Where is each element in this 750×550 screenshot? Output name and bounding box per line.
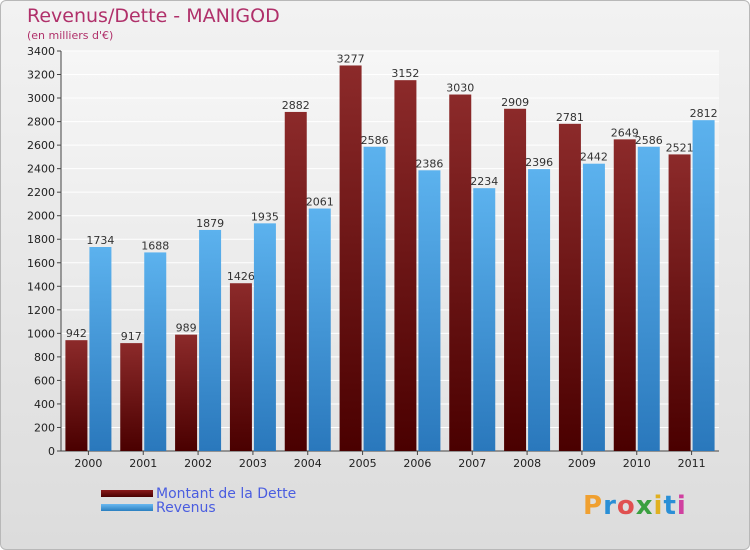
- x-tick-label-2008: 2008: [513, 457, 541, 470]
- proxiti-logo: Proxiti: [583, 491, 687, 521]
- data-label-debt-2000: 942: [66, 327, 87, 340]
- x-tick-label-2007: 2007: [458, 457, 486, 470]
- data-label-debt-2011: 2521: [666, 141, 694, 154]
- data-label-debt-2009: 2781: [556, 111, 584, 124]
- y-tick-label: 1800: [27, 233, 55, 246]
- bar-debt-2004: [284, 111, 307, 452]
- y-tick-label: 200: [34, 421, 55, 434]
- bar-revenue-2001: [144, 252, 167, 451]
- chart-subtitle: (en milliers d'€): [27, 29, 114, 42]
- x-tick-label-2000: 2000: [74, 457, 102, 470]
- logo-letter: P: [583, 491, 604, 521]
- data-label-revenue-2011: 2812: [690, 107, 718, 120]
- logo-letter: r: [603, 491, 617, 521]
- bar-debt-2010: [613, 139, 636, 451]
- y-tick-label: 800: [34, 351, 55, 364]
- y-tick-label: 3200: [27, 69, 55, 82]
- bar-revenue-2006: [418, 170, 441, 451]
- x-tick-label-2002: 2002: [184, 457, 212, 470]
- data-label-debt-2001: 917: [121, 330, 142, 343]
- x-tick-label-2009: 2009: [568, 457, 596, 470]
- bar-debt-2002: [175, 334, 198, 451]
- x-tick-label-2011: 2011: [678, 457, 706, 470]
- bar-revenue-2003: [253, 223, 276, 451]
- data-label-revenue-2010: 2586: [635, 134, 663, 147]
- data-label-revenue-2006: 2386: [415, 157, 443, 170]
- y-tick-label: 600: [34, 374, 55, 387]
- bar-revenue-2011: [692, 120, 715, 452]
- data-label-revenue-2007: 2234: [470, 175, 498, 188]
- y-tick-label: 2400: [27, 163, 55, 176]
- bar-revenue-2009: [582, 163, 605, 452]
- data-label-debt-2008: 2909: [501, 96, 529, 109]
- legend-swatch-revenue: [101, 504, 153, 511]
- bar-debt-2001: [120, 343, 143, 451]
- data-label-debt-2005: 3277: [337, 52, 365, 65]
- y-tick-label: 3000: [27, 92, 55, 105]
- x-tick-label-2003: 2003: [239, 457, 267, 470]
- bar-revenue-2000: [89, 247, 112, 451]
- chart-title: Revenus/Dette - MANIGOD: [27, 5, 280, 27]
- logo-letter: x: [635, 491, 654, 521]
- bar-debt-2003: [229, 283, 252, 451]
- data-label-revenue-2004: 2061: [306, 196, 334, 209]
- data-label-debt-2004: 2882: [282, 99, 310, 112]
- data-label-revenue-2003: 1935: [251, 210, 279, 223]
- y-tick-label: 2000: [27, 210, 55, 223]
- bar-revenue-2007: [473, 188, 496, 452]
- logo-letter: t: [663, 491, 677, 521]
- x-tick-label-2004: 2004: [294, 457, 322, 470]
- data-label-revenue-2005: 2586: [361, 134, 389, 147]
- legend-label-revenue: Revenus: [156, 500, 216, 516]
- bar-debt-2008: [504, 108, 527, 451]
- bar-revenue-2002: [199, 229, 222, 451]
- y-tick-label: 1000: [27, 327, 55, 340]
- x-tick-label-2006: 2006: [403, 457, 431, 470]
- x-tick-label-2005: 2005: [349, 457, 377, 470]
- x-tick-label-2001: 2001: [129, 457, 157, 470]
- y-tick-label: 1200: [27, 304, 55, 317]
- bar-debt-2007: [449, 94, 472, 451]
- legend-swatch-debt: [101, 490, 153, 497]
- bar-revenue-2005: [363, 146, 386, 451]
- y-tick-label: 1400: [27, 280, 55, 293]
- logo-letter: i: [653, 491, 664, 521]
- bar-revenue-2010: [637, 146, 660, 451]
- bar-debt-2005: [339, 65, 362, 452]
- bar-revenue-2008: [528, 169, 551, 451]
- logo-letter: i: [676, 491, 687, 521]
- data-label-debt-2003: 1426: [227, 270, 255, 283]
- x-tick-label-2010: 2010: [623, 457, 651, 470]
- y-tick-label: 2200: [27, 186, 55, 199]
- bar-revenue-2004: [308, 208, 331, 451]
- y-tick-label: 2800: [27, 116, 55, 129]
- data-label-debt-2007: 3030: [446, 82, 474, 95]
- data-label-revenue-2009: 2442: [580, 151, 608, 164]
- y-tick-label: 400: [34, 398, 55, 411]
- y-tick-label: 2600: [27, 139, 55, 152]
- data-label-revenue-2000: 1734: [86, 234, 114, 247]
- logo-letter: o: [616, 491, 636, 521]
- bar-debt-2011: [668, 154, 691, 452]
- data-label-revenue-2008: 2396: [525, 156, 553, 169]
- y-tick-label: 0: [48, 445, 55, 458]
- y-tick-label: 1600: [27, 257, 55, 270]
- bar-debt-2000: [65, 340, 88, 451]
- y-tick-label: 3400: [27, 45, 55, 58]
- data-label-debt-2010: 2649: [611, 126, 639, 139]
- bar-debt-2009: [558, 123, 581, 451]
- data-label-revenue-2002: 1879: [196, 217, 224, 230]
- legend-label-debt: Montant de la Dette: [156, 486, 297, 502]
- plot-area: [61, 51, 719, 451]
- data-label-revenue-2001: 1688: [141, 239, 169, 252]
- bar-debt-2006: [394, 80, 417, 452]
- data-label-debt-2006: 3152: [391, 67, 419, 80]
- data-label-debt-2002: 989: [176, 322, 197, 335]
